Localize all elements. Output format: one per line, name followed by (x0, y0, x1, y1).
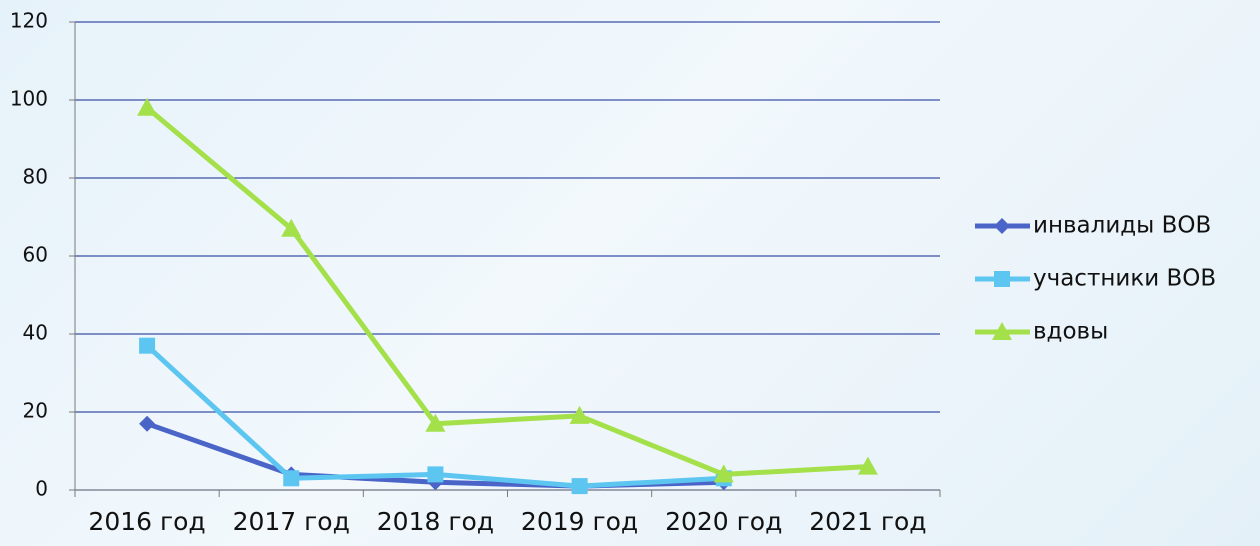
data-point (137, 97, 158, 116)
legend-label: участники ВОВ (1033, 266, 1216, 292)
data-point (713, 464, 734, 483)
legend-label: вдовы (1033, 319, 1108, 345)
y-tick-label: 80 (23, 165, 48, 189)
x-tick-label: 2020 год (665, 507, 782, 536)
x-tick-label: 2021 год (809, 507, 926, 536)
y-tick-label: 120 (10, 9, 48, 33)
x-tick-label: 2017 год (233, 507, 350, 536)
legend-marker (994, 218, 1010, 234)
data-point (571, 478, 588, 495)
y-tick-label: 100 (10, 87, 48, 111)
y-tick-label: 60 (23, 243, 48, 267)
legend-marker (992, 322, 1012, 340)
legend-label: инвалиды ВОВ (1033, 213, 1211, 239)
data-point (139, 415, 156, 432)
series-line (145, 105, 869, 477)
data-point (283, 470, 300, 487)
data-point (569, 405, 590, 424)
legend-marker (994, 271, 1010, 287)
data-point (425, 413, 446, 432)
data-point (139, 337, 156, 354)
x-tick-label: 2018 год (377, 507, 494, 536)
y-tick-label: 0 (35, 477, 48, 501)
x-tick-label: 2019 год (521, 507, 638, 536)
data-point (427, 466, 444, 483)
y-tick-label: 40 (23, 321, 48, 345)
data-point (281, 218, 302, 237)
x-tick-label: 2016 год (88, 507, 205, 536)
data-point (857, 456, 878, 475)
y-tick-label: 20 (23, 399, 48, 423)
